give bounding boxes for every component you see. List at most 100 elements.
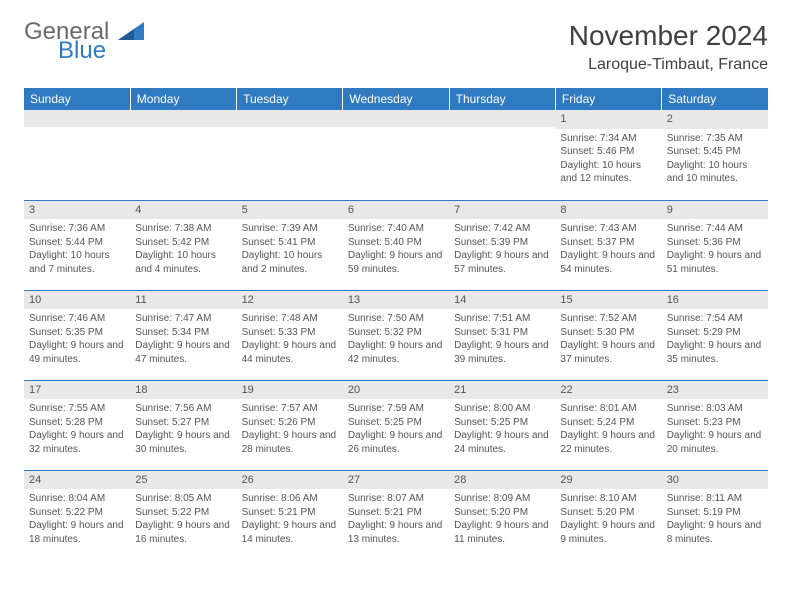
calendar-week-row: 24Sunrise: 8:04 AMSunset: 5:22 PMDayligh… [24,470,768,560]
sunrise-text: Sunrise: 7:35 AM [667,132,763,146]
day-number: 20 [343,381,449,400]
sunset-text: Sunset: 5:27 PM [135,416,231,430]
day-number: 8 [555,201,661,220]
day-body: Sunrise: 8:00 AMSunset: 5:25 PMDaylight:… [449,399,555,461]
calendar-day-cell: 8Sunrise: 7:43 AMSunset: 5:37 PMDaylight… [555,200,661,290]
daylight-text: Daylight: 10 hours and 12 minutes. [560,159,656,186]
day-body: Sunrise: 7:42 AMSunset: 5:39 PMDaylight:… [449,219,555,281]
daylight-text: Daylight: 9 hours and 16 minutes. [135,519,231,546]
day-body: Sunrise: 7:59 AMSunset: 5:25 PMDaylight:… [343,399,449,461]
day-body: Sunrise: 7:43 AMSunset: 5:37 PMDaylight:… [555,219,661,281]
calendar-day-cell: 21Sunrise: 8:00 AMSunset: 5:25 PMDayligh… [449,380,555,470]
day-body: Sunrise: 8:06 AMSunset: 5:21 PMDaylight:… [237,489,343,551]
calendar-day-cell: 25Sunrise: 8:05 AMSunset: 5:22 PMDayligh… [130,470,236,560]
daylight-text: Daylight: 10 hours and 7 minutes. [29,249,125,276]
day-number: 10 [24,291,130,310]
calendar-week-row: 1Sunrise: 7:34 AMSunset: 5:46 PMDaylight… [24,110,768,200]
sunrise-text: Sunrise: 8:01 AM [560,402,656,416]
header: General Blue November 2024 Laroque-Timba… [24,20,768,74]
sunrise-text: Sunrise: 7:48 AM [242,312,338,326]
sunset-text: Sunset: 5:19 PM [667,506,763,520]
calendar-day-cell: 15Sunrise: 7:52 AMSunset: 5:30 PMDayligh… [555,290,661,380]
sunrise-text: Sunrise: 8:03 AM [667,402,763,416]
day-body: Sunrise: 7:39 AMSunset: 5:41 PMDaylight:… [237,219,343,281]
daylight-text: Daylight: 9 hours and 13 minutes. [348,519,444,546]
day-number: 7 [449,201,555,220]
sunset-text: Sunset: 5:39 PM [454,236,550,250]
daylight-text: Daylight: 9 hours and 26 minutes. [348,429,444,456]
sunset-text: Sunset: 5:21 PM [242,506,338,520]
day-body: Sunrise: 7:38 AMSunset: 5:42 PMDaylight:… [130,219,236,281]
day-body: Sunrise: 7:46 AMSunset: 5:35 PMDaylight:… [24,309,130,371]
location-label: Laroque-Timbaut, France [569,56,768,74]
day-number: 18 [130,381,236,400]
calendar-day-cell: 4Sunrise: 7:38 AMSunset: 5:42 PMDaylight… [130,200,236,290]
sunrise-text: Sunrise: 7:40 AM [348,222,444,236]
day-body: Sunrise: 7:51 AMSunset: 5:31 PMDaylight:… [449,309,555,371]
sunrise-text: Sunrise: 7:52 AM [560,312,656,326]
day-number: 5 [237,201,343,220]
day-body-empty [130,127,236,187]
day-number: 3 [24,201,130,220]
sunset-text: Sunset: 5:25 PM [454,416,550,430]
sunset-text: Sunset: 5:37 PM [560,236,656,250]
calendar-day-cell: 12Sunrise: 7:48 AMSunset: 5:33 PMDayligh… [237,290,343,380]
day-body: Sunrise: 7:48 AMSunset: 5:33 PMDaylight:… [237,309,343,371]
calendar-week-row: 10Sunrise: 7:46 AMSunset: 5:35 PMDayligh… [24,290,768,380]
sunrise-text: Sunrise: 7:50 AM [348,312,444,326]
day-number: 23 [662,381,768,400]
calendar-day-cell: 16Sunrise: 7:54 AMSunset: 5:29 PMDayligh… [662,290,768,380]
sunrise-text: Sunrise: 7:42 AM [454,222,550,236]
day-body: Sunrise: 7:35 AMSunset: 5:45 PMDaylight:… [662,129,768,191]
sunset-text: Sunset: 5:36 PM [667,236,763,250]
sunrise-text: Sunrise: 7:44 AM [667,222,763,236]
sunrise-text: Sunrise: 8:05 AM [135,492,231,506]
day-body: Sunrise: 7:40 AMSunset: 5:40 PMDaylight:… [343,219,449,281]
day-body: Sunrise: 8:01 AMSunset: 5:24 PMDaylight:… [555,399,661,461]
logo-text-block: General Blue [24,20,144,63]
sunset-text: Sunset: 5:20 PM [560,506,656,520]
calendar-day-cell: 13Sunrise: 7:50 AMSunset: 5:32 PMDayligh… [343,290,449,380]
weekday-header: Saturday [662,88,768,110]
calendar-day-cell: 10Sunrise: 7:46 AMSunset: 5:35 PMDayligh… [24,290,130,380]
day-number: 27 [343,471,449,490]
daylight-text: Daylight: 10 hours and 4 minutes. [135,249,231,276]
calendar-day-cell: 17Sunrise: 7:55 AMSunset: 5:28 PMDayligh… [24,380,130,470]
daylight-text: Daylight: 9 hours and 57 minutes. [454,249,550,276]
daylight-text: Daylight: 9 hours and 32 minutes. [29,429,125,456]
calendar-day-cell: 18Sunrise: 7:56 AMSunset: 5:27 PMDayligh… [130,380,236,470]
day-number: 17 [24,381,130,400]
weekday-header: Friday [555,88,661,110]
calendar-week-row: 17Sunrise: 7:55 AMSunset: 5:28 PMDayligh… [24,380,768,470]
sunset-text: Sunset: 5:34 PM [135,326,231,340]
weekday-header: Sunday [24,88,130,110]
day-body: Sunrise: 7:34 AMSunset: 5:46 PMDaylight:… [555,129,661,191]
daylight-text: Daylight: 9 hours and 11 minutes. [454,519,550,546]
day-body: Sunrise: 8:05 AMSunset: 5:22 PMDaylight:… [130,489,236,551]
day-number-empty [24,110,130,127]
day-number: 15 [555,291,661,310]
calendar-day-cell: 26Sunrise: 8:06 AMSunset: 5:21 PMDayligh… [237,470,343,560]
sunset-text: Sunset: 5:25 PM [348,416,444,430]
sunset-text: Sunset: 5:33 PM [242,326,338,340]
calendar-day-cell [24,110,130,200]
calendar-day-cell: 7Sunrise: 7:42 AMSunset: 5:39 PMDaylight… [449,200,555,290]
calendar-day-cell [343,110,449,200]
sunrise-text: Sunrise: 8:06 AM [242,492,338,506]
day-body: Sunrise: 7:54 AMSunset: 5:29 PMDaylight:… [662,309,768,371]
sunrise-text: Sunrise: 7:51 AM [454,312,550,326]
day-number: 2 [662,110,768,129]
sunset-text: Sunset: 5:21 PM [348,506,444,520]
day-body: Sunrise: 7:44 AMSunset: 5:36 PMDaylight:… [662,219,768,281]
sunrise-text: Sunrise: 7:43 AM [560,222,656,236]
day-number: 1 [555,110,661,129]
sunrise-text: Sunrise: 8:11 AM [667,492,763,506]
sunrise-text: Sunrise: 8:10 AM [560,492,656,506]
calendar-day-cell: 1Sunrise: 7:34 AMSunset: 5:46 PMDaylight… [555,110,661,200]
sunset-text: Sunset: 5:23 PM [667,416,763,430]
day-number: 22 [555,381,661,400]
day-body: Sunrise: 7:50 AMSunset: 5:32 PMDaylight:… [343,309,449,371]
sunset-text: Sunset: 5:31 PM [454,326,550,340]
day-number: 4 [130,201,236,220]
day-number: 28 [449,471,555,490]
